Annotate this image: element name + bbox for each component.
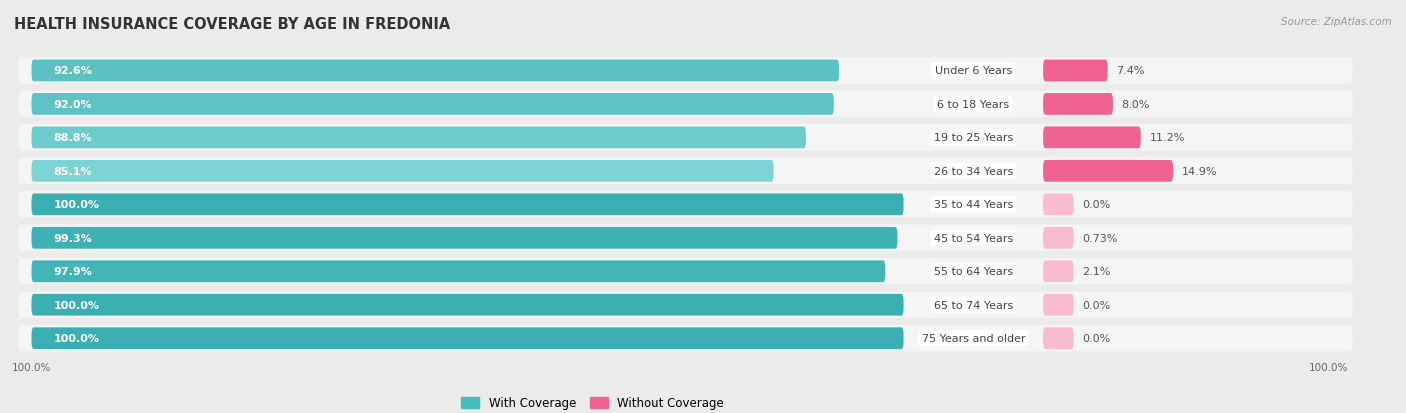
FancyBboxPatch shape <box>1043 328 1074 349</box>
FancyBboxPatch shape <box>31 161 773 182</box>
Text: 8.0%: 8.0% <box>1122 100 1150 109</box>
Text: 92.0%: 92.0% <box>53 100 91 109</box>
Text: 65 to 74 Years: 65 to 74 Years <box>934 300 1012 310</box>
Text: 0.0%: 0.0% <box>1083 200 1111 210</box>
FancyBboxPatch shape <box>1043 228 1074 249</box>
FancyBboxPatch shape <box>18 58 1353 84</box>
Text: 0.0%: 0.0% <box>1083 300 1111 310</box>
Text: 75 Years and older: 75 Years and older <box>921 333 1025 343</box>
FancyBboxPatch shape <box>18 225 1353 252</box>
Text: 0.0%: 0.0% <box>1083 333 1111 343</box>
Text: 11.2%: 11.2% <box>1150 133 1185 143</box>
Text: 92.6%: 92.6% <box>53 66 93 76</box>
FancyBboxPatch shape <box>1043 294 1074 316</box>
Text: 26 to 34 Years: 26 to 34 Years <box>934 166 1012 176</box>
Text: HEALTH INSURANCE COVERAGE BY AGE IN FREDONIA: HEALTH INSURANCE COVERAGE BY AGE IN FRED… <box>14 17 450 31</box>
Text: 0.73%: 0.73% <box>1083 233 1118 243</box>
FancyBboxPatch shape <box>31 127 806 149</box>
FancyBboxPatch shape <box>31 94 834 116</box>
FancyBboxPatch shape <box>31 294 904 316</box>
FancyBboxPatch shape <box>18 325 1353 351</box>
FancyBboxPatch shape <box>1043 161 1173 182</box>
FancyBboxPatch shape <box>31 194 904 216</box>
Text: 88.8%: 88.8% <box>53 133 91 143</box>
Text: Source: ZipAtlas.com: Source: ZipAtlas.com <box>1281 17 1392 26</box>
Text: 6 to 18 Years: 6 to 18 Years <box>938 100 1010 109</box>
FancyBboxPatch shape <box>31 228 897 249</box>
FancyBboxPatch shape <box>1043 194 1074 216</box>
Text: 100.0%: 100.0% <box>53 333 100 343</box>
Text: 19 to 25 Years: 19 to 25 Years <box>934 133 1012 143</box>
Text: 100.0%: 100.0% <box>11 363 51 373</box>
Text: 99.3%: 99.3% <box>53 233 91 243</box>
Text: 45 to 54 Years: 45 to 54 Years <box>934 233 1012 243</box>
FancyBboxPatch shape <box>1043 60 1108 82</box>
FancyBboxPatch shape <box>1043 127 1140 149</box>
Text: 14.9%: 14.9% <box>1182 166 1218 176</box>
FancyBboxPatch shape <box>18 259 1353 285</box>
FancyBboxPatch shape <box>18 158 1353 185</box>
FancyBboxPatch shape <box>1043 94 1114 116</box>
Text: 35 to 44 Years: 35 to 44 Years <box>934 200 1012 210</box>
FancyBboxPatch shape <box>31 261 886 282</box>
Text: 55 to 64 Years: 55 to 64 Years <box>934 267 1012 277</box>
FancyBboxPatch shape <box>1043 261 1074 282</box>
Text: 97.9%: 97.9% <box>53 267 93 277</box>
Text: 100.0%: 100.0% <box>1309 363 1348 373</box>
Legend: With Coverage, Without Coverage: With Coverage, Without Coverage <box>457 392 728 413</box>
FancyBboxPatch shape <box>18 292 1353 318</box>
Text: 85.1%: 85.1% <box>53 166 91 176</box>
FancyBboxPatch shape <box>18 91 1353 118</box>
FancyBboxPatch shape <box>31 60 839 82</box>
FancyBboxPatch shape <box>31 328 904 349</box>
Text: 100.0%: 100.0% <box>53 200 100 210</box>
Text: 7.4%: 7.4% <box>1116 66 1144 76</box>
FancyBboxPatch shape <box>18 192 1353 218</box>
Text: 2.1%: 2.1% <box>1083 267 1111 277</box>
FancyBboxPatch shape <box>18 125 1353 151</box>
Text: 100.0%: 100.0% <box>53 300 100 310</box>
Text: Under 6 Years: Under 6 Years <box>935 66 1012 76</box>
